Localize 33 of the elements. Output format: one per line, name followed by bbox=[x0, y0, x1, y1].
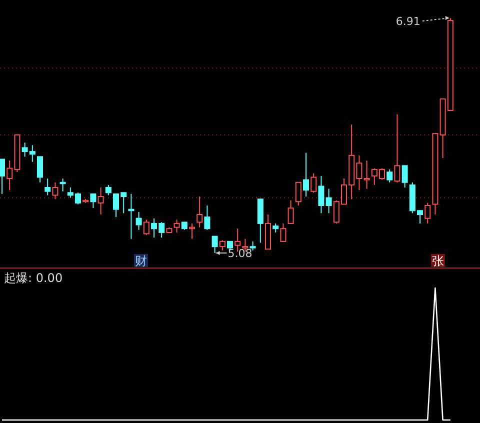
candlestick bbox=[60, 178, 66, 192]
candlestick bbox=[37, 156, 43, 183]
candlestick bbox=[219, 240, 226, 251]
candlestick bbox=[424, 202, 431, 224]
annotation: 6.91 bbox=[396, 15, 420, 28]
annotation: 5.08 bbox=[228, 247, 252, 260]
candlestick bbox=[128, 193, 134, 240]
candlestick bbox=[204, 204, 210, 230]
chart-title: 起爆: 0.00 bbox=[4, 271, 63, 285]
candlestick bbox=[174, 219, 180, 233]
candlestick bbox=[394, 114, 400, 183]
candlestick bbox=[52, 182, 58, 200]
candlestick bbox=[326, 188, 332, 214]
candlestick bbox=[280, 222, 286, 242]
candlestick bbox=[0, 158, 5, 194]
candlestick bbox=[98, 187, 104, 215]
candlestick bbox=[386, 169, 393, 183]
candlestick bbox=[90, 193, 96, 209]
candlestick bbox=[295, 182, 302, 206]
candlestick bbox=[44, 178, 51, 196]
candlestick bbox=[136, 211, 142, 230]
candlestick bbox=[303, 152, 309, 197]
candlestick bbox=[288, 200, 294, 224]
candlestick bbox=[105, 184, 112, 196]
candlestick bbox=[189, 222, 195, 240]
candlestick bbox=[310, 172, 317, 194]
candlestick bbox=[318, 175, 324, 214]
text: 财 bbox=[135, 254, 147, 268]
candlestick bbox=[402, 165, 408, 188]
candlestick bbox=[364, 160, 370, 190]
candlestick bbox=[196, 196, 203, 228]
text: 张 bbox=[432, 254, 444, 268]
candlestick bbox=[143, 219, 150, 236]
